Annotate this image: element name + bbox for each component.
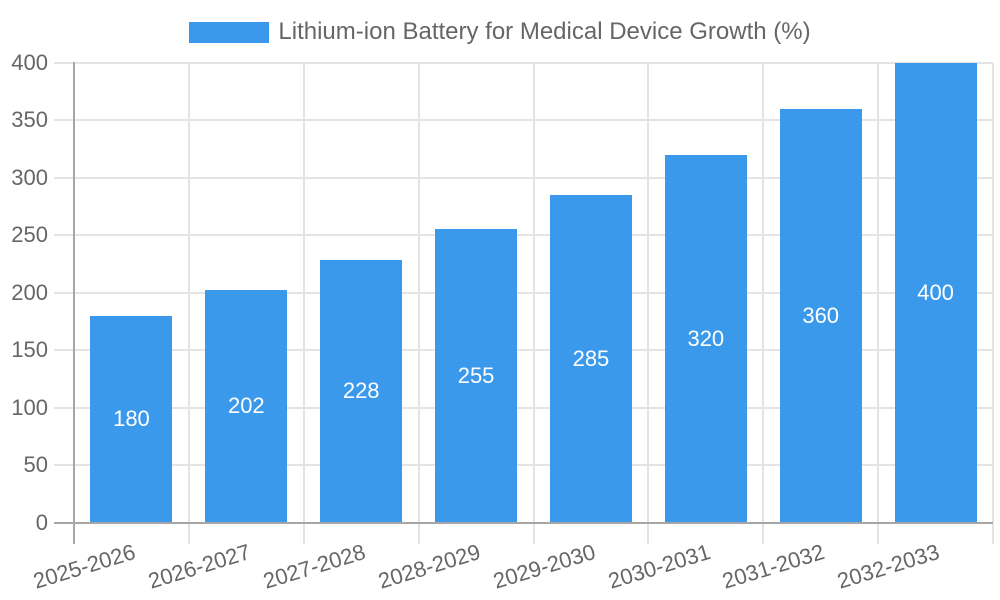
chart-legend: Lithium-ion Battery for Medical Device G… (0, 18, 1000, 46)
x-gridline (877, 62, 880, 523)
x-axis-tick-label: 2028-2029 (375, 539, 484, 594)
legend-label: Lithium-ion Battery for Medical Device G… (278, 18, 811, 45)
bar (205, 290, 288, 523)
bar-value-label: 320 (687, 325, 725, 351)
x-tick-mark (762, 523, 765, 544)
y-axis-tick-label: 350 (11, 107, 48, 132)
y-axis-tick-label: 400 (11, 49, 48, 75)
x-gridline (992, 62, 994, 523)
bar (779, 108, 862, 523)
y-axis-tick-label: 200 (11, 279, 48, 305)
y-tick-mark (54, 349, 74, 351)
x-axis-tick-label: 2030-2031 (604, 539, 713, 594)
bar-value-label: 202 (227, 393, 265, 419)
x-axis-tick-label: 2025-2026 (30, 539, 139, 594)
x-axis-tick-label: 2029-2030 (490, 539, 598, 594)
bar-value-label: 400 (917, 279, 954, 305)
y-tick-mark (54, 464, 74, 466)
x-gridline (762, 62, 765, 523)
bar (894, 62, 977, 523)
x-gridline (417, 62, 420, 523)
y-tick-mark (54, 61, 74, 64)
y-axis-tick-label: 150 (11, 337, 48, 362)
y-axis-tick-label: 0 (35, 509, 48, 535)
y-axis-tick-label: 250 (11, 222, 48, 247)
y-tick-mark (54, 119, 74, 121)
x-gridline (302, 62, 305, 523)
x-tick-mark (187, 523, 190, 544)
legend-swatch (189, 21, 270, 43)
y-tick-mark (54, 176, 74, 179)
y-tick-mark (54, 291, 74, 294)
x-tick-mark (532, 523, 535, 544)
bar-value-label: 228 (342, 378, 380, 404)
x-axis-line (54, 521, 993, 524)
legend-item[interactable]: Lithium-ion Battery for Medical Device G… (189, 18, 811, 46)
x-axis-tick-label: 2026-2027 (145, 539, 254, 594)
bar (320, 260, 403, 523)
x-gridline (532, 62, 535, 523)
bar (549, 194, 632, 523)
y-axis-line (73, 61, 75, 544)
x-tick-mark (647, 523, 650, 544)
x-axis-tick-label: 2027-2028 (260, 539, 369, 594)
x-gridline (187, 62, 190, 523)
x-tick-mark (992, 523, 994, 544)
x-axis-tick-label: 2032-2033 (834, 539, 943, 594)
x-tick-mark (417, 523, 420, 544)
bar (435, 229, 518, 523)
y-tick-mark (54, 406, 74, 409)
bar (664, 154, 747, 523)
bar-value-label: 285 (572, 345, 610, 371)
x-gridline (647, 62, 650, 523)
x-axis-tick-label: 2031-2032 (719, 539, 828, 594)
bar (90, 315, 173, 523)
y-axis-tick-label: 300 (11, 164, 48, 190)
x-tick-mark (302, 523, 305, 544)
bar-value-label: 255 (457, 362, 495, 388)
y-axis-tick-label: 50 (23, 452, 48, 477)
y-tick-mark (54, 234, 74, 236)
y-axis-tick-label: 100 (11, 394, 48, 420)
x-tick-mark (877, 523, 880, 544)
bar-value-label: 180 (113, 406, 150, 431)
bar-value-label: 360 (802, 302, 840, 328)
